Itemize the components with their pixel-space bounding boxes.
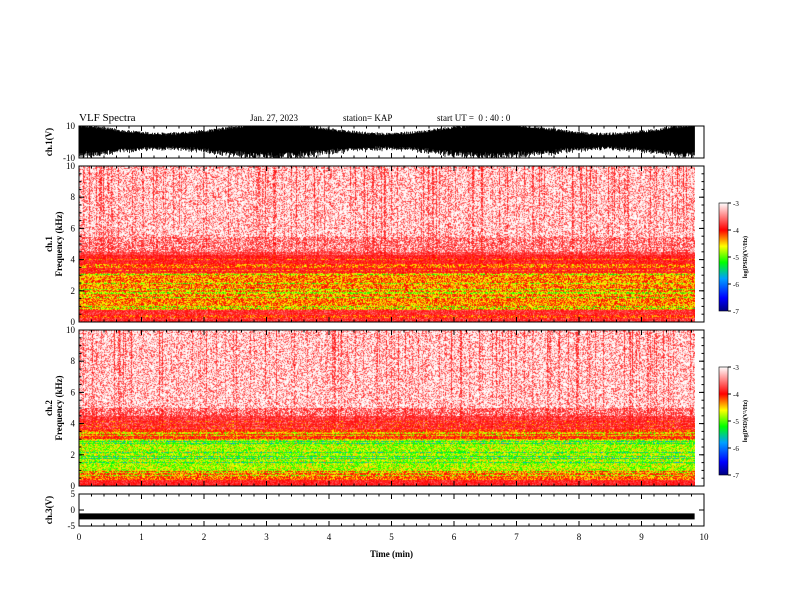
colorbar-tick-label: -4: [733, 227, 739, 235]
x-tick-label: 6: [452, 532, 457, 542]
colorbar-tick-label: -6: [733, 281, 739, 289]
x-tick-label: 1: [139, 532, 144, 542]
colorbar-tick-label: -3: [733, 364, 739, 372]
y-tick-label: 0: [71, 481, 76, 491]
y-tick-label: 4: [71, 255, 76, 265]
spectrogram-ch1-image: [79, 166, 695, 322]
colorbar-tick-label: -7: [733, 472, 739, 480]
y-tick-label: 6: [71, 387, 76, 397]
chart-title: VLF Spectra: [79, 112, 136, 124]
y-axis-label: ch.1: [44, 236, 54, 252]
y-tick-label: 0: [71, 317, 76, 327]
start-time-label: start UT = 0 : 40 : 0: [437, 113, 511, 123]
x-tick-label: 10: [700, 532, 710, 542]
y-axis-label: Frequency (kHz): [54, 211, 64, 276]
y-tick-label: 10: [66, 121, 76, 131]
y-tick-label: 6: [71, 223, 76, 233]
x-tick-label: 7: [514, 532, 519, 542]
ch1-waveform-trace: [78, 126, 695, 158]
y-tick-label: 10: [66, 161, 76, 171]
y-axis-label: ch.3(V): [44, 496, 54, 524]
colorbar-ch2: [718, 366, 729, 476]
y-tick-label: 8: [71, 356, 76, 366]
colorbar-tick-label: -6: [733, 445, 739, 453]
y-tick-label: 2: [71, 450, 76, 460]
y-axis-label: ch.2: [44, 400, 54, 416]
y-tick-label: 10: [66, 325, 76, 335]
y-tick-label: 8: [71, 192, 76, 202]
y-axis-label: ch.1(V): [44, 128, 54, 156]
ch3-waveform-trace: [79, 513, 695, 520]
x-tick-label: 8: [577, 532, 582, 542]
colorbar-tick-label: -3: [733, 200, 739, 208]
colorbar-label: log(PSD)(V²/Hz): [742, 236, 749, 278]
y-tick-label: 5: [71, 489, 76, 499]
colorbar-tick-label: -5: [733, 254, 739, 262]
y-tick-label: 0: [71, 505, 76, 515]
x-tick-label: 2: [202, 532, 207, 542]
x-tick-label: 9: [639, 532, 644, 542]
y-axis-label: Frequency (kHz): [54, 375, 64, 440]
colorbar-label: log(PSD)(V²/Hz): [742, 400, 749, 442]
spectrogram-ch2-image: [79, 330, 695, 486]
x-tick-label: 5: [389, 532, 394, 542]
colorbar-tick-label: -7: [733, 308, 739, 316]
colorbar-tick-label: -4: [733, 391, 739, 399]
x-tick-label: 3: [264, 532, 269, 542]
y-tick-label: -5: [68, 521, 76, 531]
x-tick-label: 4: [327, 532, 332, 542]
date-label: Jan. 27, 2023: [250, 113, 298, 123]
colorbar-ch1: [718, 202, 729, 312]
colorbar-tick-label: -5: [733, 418, 739, 426]
y-tick-label: 4: [71, 419, 76, 429]
station-label: station= KAP: [343, 113, 393, 123]
y-tick-label: 2: [71, 286, 76, 296]
x-tick-label: 0: [77, 532, 82, 542]
x-axis-label: Time (min): [370, 549, 413, 559]
y-tick-label: -10: [63, 153, 75, 163]
